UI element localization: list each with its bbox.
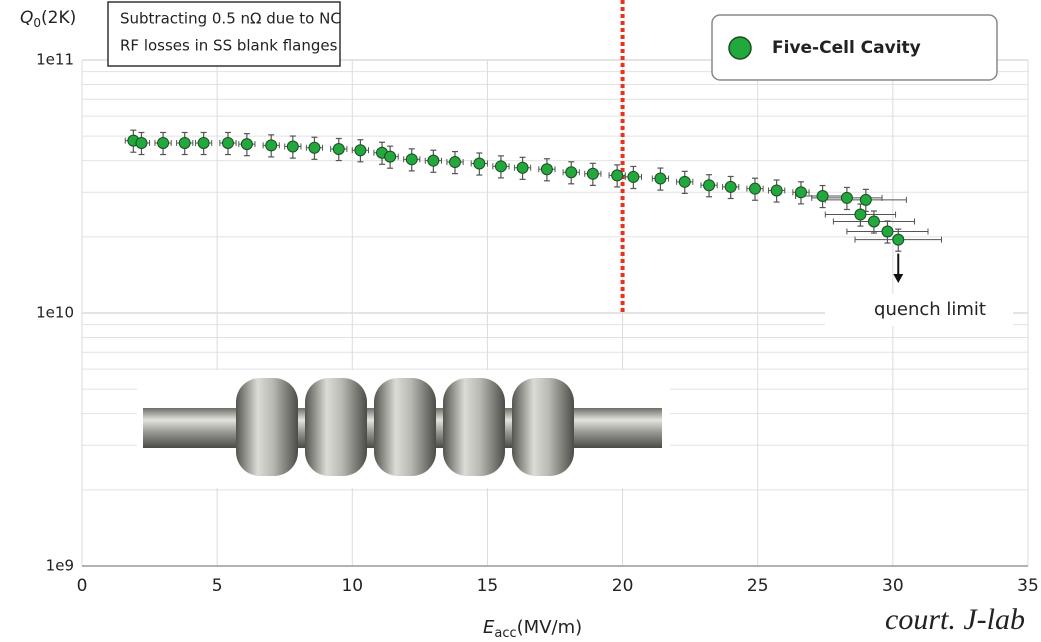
data-point xyxy=(854,208,867,221)
data-point xyxy=(770,184,783,197)
data-point xyxy=(494,160,507,173)
x-axis-label: Eacc(MV/m) xyxy=(483,617,582,641)
marks xyxy=(124,0,943,315)
data-point xyxy=(221,136,234,149)
annotation-arrowhead xyxy=(893,274,904,283)
x-tick-label: 0 xyxy=(77,576,88,596)
data-point xyxy=(332,142,345,155)
x-tick-label: 30 xyxy=(882,576,904,596)
data-point xyxy=(859,193,872,206)
cell xyxy=(374,378,436,476)
y-axis-label: Q0(2K) xyxy=(20,8,76,30)
note-line: RF losses in SS blank flanges xyxy=(120,37,338,55)
data-point xyxy=(178,136,191,149)
x-tick-label: 35 xyxy=(1017,576,1039,596)
data-point xyxy=(197,136,210,149)
y-label-unit: (2K) xyxy=(41,8,76,28)
data-point xyxy=(135,136,148,149)
legend-marker xyxy=(728,36,752,60)
data-point xyxy=(240,138,253,151)
data-point xyxy=(265,139,278,152)
data-point xyxy=(516,161,529,174)
data-point xyxy=(448,156,461,169)
y-label-symbol: Q xyxy=(20,8,33,28)
data-point xyxy=(794,186,807,199)
data-point xyxy=(749,182,762,195)
x-tick-label: 15 xyxy=(477,576,499,596)
x-label-symbol: E xyxy=(483,617,495,638)
legend-label: Five-Cell Cavity xyxy=(772,38,921,58)
note-line: Subtracting 0.5 nΩ due to NC xyxy=(120,10,341,28)
y-label-subscript: 0 xyxy=(33,16,41,30)
x-label-subscript: acc xyxy=(494,626,516,641)
data-point xyxy=(881,225,894,238)
x-tick-label: 10 xyxy=(341,576,363,596)
x-tick-label: 5 xyxy=(212,576,223,596)
data-point xyxy=(654,172,667,185)
annotation-bg xyxy=(825,294,1013,326)
data-point xyxy=(627,170,640,183)
data-point xyxy=(473,157,486,170)
y-tick-label: 1e11 xyxy=(36,51,74,69)
data-point xyxy=(384,150,397,163)
data-point xyxy=(586,167,599,180)
data-point xyxy=(724,180,737,193)
data-point xyxy=(540,163,553,176)
data-point xyxy=(840,191,853,204)
cavity-image xyxy=(137,370,670,488)
data-point xyxy=(286,140,299,153)
annotation: quench limit xyxy=(874,299,986,320)
data-point xyxy=(354,144,367,157)
data-point xyxy=(816,190,829,203)
data-point xyxy=(405,153,418,166)
data-point xyxy=(308,141,321,154)
cell xyxy=(443,378,505,476)
y-tick-label: 1e9 xyxy=(46,557,74,575)
y-tick-label: 1e10 xyxy=(36,304,74,322)
data-point xyxy=(427,154,440,167)
data-point xyxy=(611,169,624,182)
x-tick-label: 20 xyxy=(612,576,634,596)
data-point xyxy=(678,175,691,188)
credit: court. J-lab xyxy=(885,603,1025,636)
cell xyxy=(236,378,298,476)
x-tick-label: 25 xyxy=(747,576,769,596)
data-point xyxy=(892,233,905,246)
data-point xyxy=(565,166,578,179)
data-point xyxy=(703,179,716,192)
note-box xyxy=(107,1,341,67)
x-label-unit: (MV/m) xyxy=(517,617,583,638)
cell xyxy=(305,378,367,476)
cell xyxy=(512,378,574,476)
legend-box xyxy=(711,14,998,81)
data-point xyxy=(157,136,170,149)
data-point xyxy=(867,215,880,228)
